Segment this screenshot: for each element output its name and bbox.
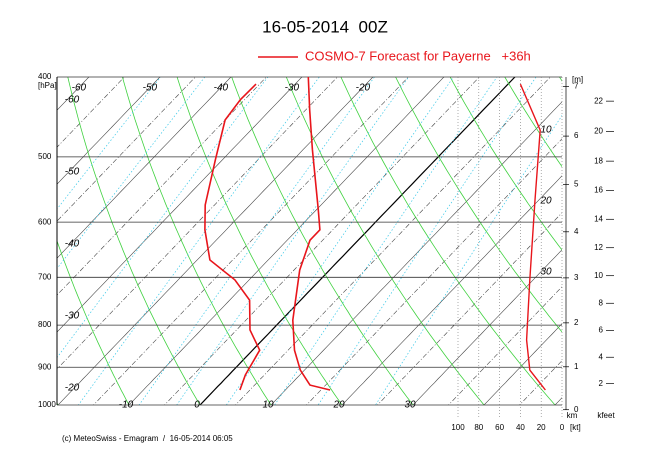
y-tick-label: 700 xyxy=(38,272,52,281)
height-tick-label: 5 xyxy=(574,180,579,189)
height-tick-label: 4 xyxy=(574,227,579,236)
y-tick-label: 600 xyxy=(38,217,52,226)
dry-adiabat xyxy=(225,59,426,423)
right-label: 10 xyxy=(540,125,552,136)
isotherm-label: -30 xyxy=(285,83,300,94)
mixing-ratio-line xyxy=(165,59,422,423)
wind-tick-label: 40 xyxy=(516,423,525,432)
dry-adiabat xyxy=(602,59,650,423)
mixing-ratio-line xyxy=(127,59,388,423)
y-tick-label: 500 xyxy=(38,152,52,161)
wind-tick-label: 100 xyxy=(451,423,465,432)
kfeet-tick-label: 20 xyxy=(594,126,603,135)
wind-tick-label: 20 xyxy=(537,423,546,432)
chart-title: 16-05-2014 00Z xyxy=(262,17,388,36)
height-tick-label: 0 xyxy=(574,405,579,414)
isotherm xyxy=(467,59,650,423)
adiabat-label: -30 xyxy=(65,311,80,322)
height-tick-label: 2 xyxy=(574,318,579,327)
mixing-ratio-line xyxy=(365,59,600,423)
y-tick-label: 400 xyxy=(38,72,52,81)
isotherm-label: -10 xyxy=(119,400,134,411)
height-tick-label: 6 xyxy=(574,131,579,140)
height-tick-label: 1 xyxy=(574,362,579,371)
footer: (c) MeteoSwiss - Emagram / 16-05-2014 06… xyxy=(62,434,233,443)
isotherm xyxy=(0,59,36,423)
isotherm xyxy=(0,59,178,423)
kfeet-tick-label: 14 xyxy=(594,214,603,223)
height-tick-label: 7 xyxy=(574,81,579,90)
kfeet-tick-label: 18 xyxy=(594,156,603,165)
adiabat-label: -50 xyxy=(65,167,80,178)
mixing-ratio-line xyxy=(66,59,333,423)
isotherm xyxy=(0,59,107,423)
kfeet-tick-label: 2 xyxy=(599,379,604,388)
background-lines xyxy=(0,59,650,423)
isotherm xyxy=(361,59,650,423)
kfeet-tick-label: 8 xyxy=(599,298,604,307)
dry-adiabat xyxy=(118,59,283,423)
isotherm xyxy=(219,59,568,423)
isotherm xyxy=(6,59,355,423)
dry-adiabat xyxy=(441,59,650,423)
dry-adiabat xyxy=(548,59,650,423)
y-tick-label: 1000 xyxy=(38,400,56,409)
isotherm-label: -20 xyxy=(356,83,371,94)
isotherm-label: 20 xyxy=(332,400,345,411)
wind-unit: [kt] xyxy=(570,423,581,432)
isotherm-label: -40 xyxy=(214,83,229,94)
isotherm xyxy=(325,59,650,423)
mixing-ratio-line xyxy=(0,59,175,423)
isotherm xyxy=(112,59,461,423)
right-label: 30 xyxy=(540,267,552,278)
isotherm-label: -60 xyxy=(72,83,87,94)
legend-label: COSMO-7 Forecast for Payerne +36h xyxy=(305,48,531,63)
pressure-unit: [hPa] xyxy=(38,81,57,90)
wind-tick-label: 0 xyxy=(560,423,565,432)
kfeet-label: kfeet xyxy=(597,411,615,420)
height-tick-label: 3 xyxy=(574,273,579,282)
dry-adiabat xyxy=(171,59,354,423)
isotherm xyxy=(77,59,426,423)
isotherm-label: -50 xyxy=(143,83,158,94)
kfeet-tick-label: 22 xyxy=(594,96,603,105)
dry-adiabat xyxy=(387,59,643,423)
wind-tick-label: 60 xyxy=(495,423,504,432)
dry-adiabat xyxy=(279,59,499,423)
isotherm-label: 10 xyxy=(262,400,274,411)
isotherm-label: 30 xyxy=(404,400,416,411)
kfeet-tick-label: 10 xyxy=(594,271,603,280)
kfeet-tick-label: 12 xyxy=(594,243,603,252)
wind-tick-label: 80 xyxy=(474,423,483,432)
isotherm xyxy=(254,59,603,423)
adiabat-label: -40 xyxy=(65,239,80,250)
profile-line xyxy=(205,84,260,390)
kfeet-tick-label: 4 xyxy=(599,352,604,361)
isotherm xyxy=(0,59,71,423)
kfeet-tick-label: 6 xyxy=(599,326,604,335)
isotherm xyxy=(41,59,390,423)
dry-adiabat xyxy=(64,59,211,423)
adiabat-label: -60 xyxy=(65,95,80,106)
profile-line xyxy=(293,77,330,390)
y-tick-label: 900 xyxy=(38,362,52,371)
isotherm-label: 0 xyxy=(194,400,200,411)
dry-adiabat xyxy=(494,59,650,423)
kfeet-tick-label: 16 xyxy=(594,186,603,195)
adiabat-label: -20 xyxy=(65,383,80,394)
y-tick-label: 800 xyxy=(38,320,52,329)
isotherm xyxy=(290,59,639,423)
isotherm xyxy=(148,59,497,423)
